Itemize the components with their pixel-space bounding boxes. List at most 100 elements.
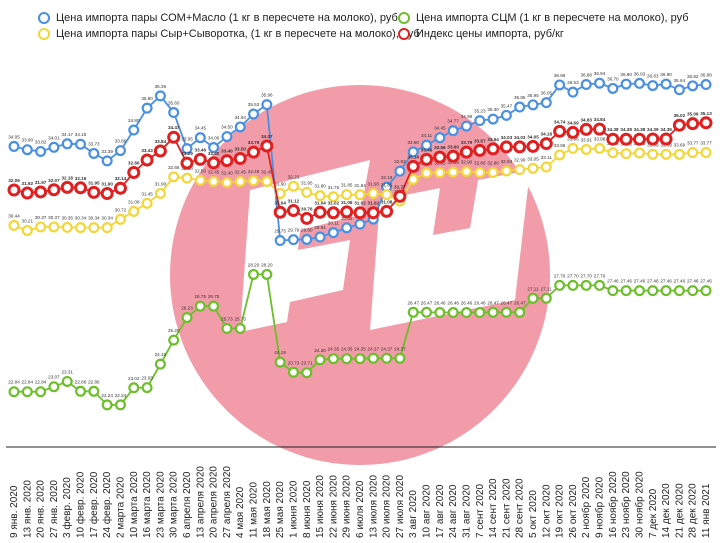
data-label: 33.79 — [248, 140, 260, 145]
data-label: 31.85 — [341, 183, 353, 188]
data-label: 34.45 — [434, 126, 446, 131]
data-label: 34.94 — [234, 115, 246, 120]
data-label: 31.90 — [368, 181, 380, 186]
data-label: 26.46 — [474, 301, 486, 306]
data-point — [486, 142, 500, 156]
data-point — [539, 137, 553, 151]
data-label: 34.74 — [554, 119, 566, 124]
data-point — [514, 164, 526, 176]
data-point — [221, 131, 233, 143]
data-label: 31.75 — [328, 185, 340, 190]
data-point — [47, 183, 61, 197]
data-point — [367, 187, 379, 199]
x-tick-label: 2 марта 2020 — [115, 476, 126, 538]
x-tick-label: 13 янв. 2020 — [22, 480, 33, 538]
data-point — [34, 185, 48, 199]
data-label: 34.38 — [620, 127, 632, 132]
data-label: 31.95 — [301, 180, 313, 185]
x-tick-label: 20 янв. 2020 — [36, 480, 47, 538]
data-point — [380, 204, 394, 218]
data-label: 34.00 — [208, 136, 220, 141]
data-label: 32.06 — [8, 178, 20, 183]
data-label: 34.01 — [48, 135, 60, 140]
data-label: 34.83 — [580, 117, 592, 122]
data-label: 33.50 — [234, 146, 246, 151]
x-tick-label: 27 июля 2020 — [395, 475, 406, 538]
data-label: 34.98 — [461, 114, 473, 119]
watermark-glyph-left — [240, 160, 370, 332]
data-point — [100, 186, 114, 200]
data-label: 24.10 — [155, 352, 167, 357]
x-tick-label: 5 окт 2020 — [528, 490, 539, 538]
data-label: 24.37 — [368, 346, 380, 351]
data-label: 33.66 — [554, 143, 566, 148]
data-point — [168, 334, 180, 346]
legend-label-scm: Цена импорта СЦМ (1 кг в пересчете на мо… — [416, 12, 689, 24]
data-label: 30.37 — [35, 215, 47, 220]
data-label: 32.23 — [288, 174, 300, 179]
x-tick-label: 8 июня 2020 — [302, 480, 313, 538]
data-label: 31.02 — [354, 201, 366, 206]
data-point — [673, 84, 685, 96]
data-label: 31.84 — [354, 183, 366, 188]
data-point — [619, 132, 633, 146]
data-point — [513, 140, 527, 154]
data-label: 32.86 — [487, 160, 499, 165]
data-point — [594, 77, 606, 89]
data-label: 27.46 — [700, 279, 712, 284]
data-point — [48, 381, 60, 393]
data-point — [168, 171, 180, 183]
data-label: 35.13 — [700, 111, 712, 116]
data-point — [141, 102, 153, 114]
data-label: 31.90 — [155, 181, 167, 186]
data-point — [101, 399, 113, 411]
data-point — [341, 353, 353, 365]
data-point — [580, 143, 592, 155]
data-point — [234, 121, 246, 133]
data-point — [567, 142, 579, 154]
data-point — [500, 109, 512, 121]
data-point — [181, 143, 193, 155]
data-label: 36.90 — [660, 72, 672, 77]
x-tick-label: 15 июня 2020 — [315, 475, 326, 538]
data-label: 34.05 — [527, 134, 539, 139]
data-label: 26.46 — [461, 301, 473, 306]
data-point — [314, 354, 326, 366]
data-point — [274, 235, 286, 247]
data-point — [35, 221, 47, 233]
data-point — [567, 86, 579, 98]
data-point — [128, 205, 140, 217]
x-tick-label: 19 окт 2020 — [555, 484, 566, 538]
data-label: 36.94 — [594, 71, 606, 76]
data-label: 31.04 — [314, 200, 326, 205]
data-point — [341, 222, 353, 234]
data-point — [421, 139, 433, 151]
data-point — [632, 132, 646, 146]
data-point — [446, 149, 460, 163]
x-tick-label: 7 дек 2020 — [648, 488, 659, 538]
data-label: 29.79 — [288, 228, 300, 233]
x-tick-label: 12 окт 2020 — [541, 484, 552, 538]
data-label: 33.46 — [421, 147, 433, 152]
data-label: 27.46 — [634, 279, 646, 284]
x-tick-label: 9 янв. 2020 — [9, 485, 20, 538]
x-tick-label: 14 сент 2020 — [488, 478, 499, 538]
data-point — [540, 292, 552, 304]
legend-marker-scm — [398, 12, 410, 24]
data-point — [194, 300, 206, 312]
data-point — [286, 204, 300, 218]
data-point — [593, 122, 607, 136]
data-point — [341, 189, 353, 201]
data-point — [554, 279, 566, 291]
data-label: 32.99 — [514, 158, 526, 163]
data-label: 22.84 — [35, 380, 47, 385]
data-point — [687, 147, 699, 159]
data-label: 30.21 — [22, 218, 34, 223]
data-label: 33.11 — [541, 155, 553, 160]
data-point — [526, 139, 540, 153]
data-point — [580, 279, 592, 291]
data-label: 26.75 — [208, 294, 220, 299]
data-point — [381, 189, 393, 201]
